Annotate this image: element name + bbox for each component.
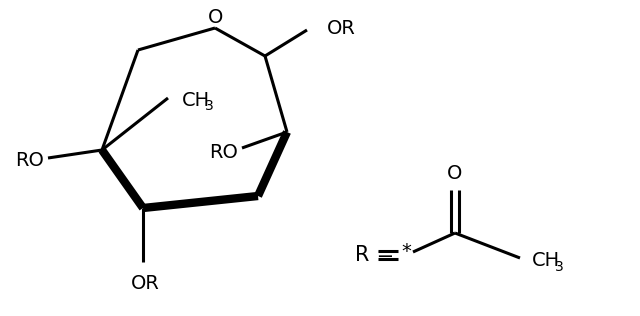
Text: 3: 3 xyxy=(205,99,214,113)
Text: =: = xyxy=(370,245,394,265)
Text: R: R xyxy=(355,245,369,265)
Text: O: O xyxy=(208,8,224,27)
Text: O: O xyxy=(447,164,463,183)
Text: 3: 3 xyxy=(555,260,564,274)
Text: CH: CH xyxy=(532,252,560,270)
Text: RO: RO xyxy=(15,150,44,169)
Text: OR: OR xyxy=(131,274,159,293)
Text: OR: OR xyxy=(327,19,356,38)
Text: RO: RO xyxy=(209,143,238,161)
Text: CH: CH xyxy=(182,90,210,110)
Text: *: * xyxy=(401,242,411,262)
